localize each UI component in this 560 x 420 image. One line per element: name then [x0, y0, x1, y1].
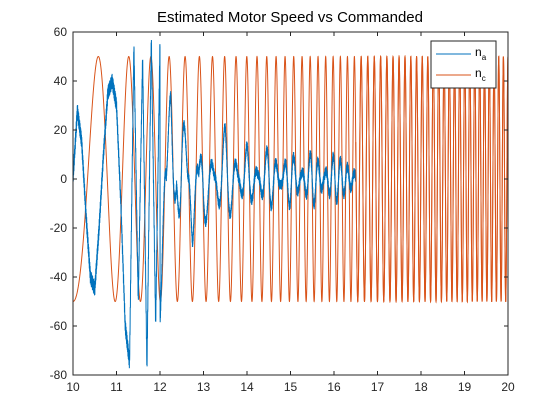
- legend-label-0: na: [475, 45, 487, 62]
- x-tick-label-3: 13: [197, 380, 211, 394]
- series-layer: [72, 39, 509, 369]
- legend: na nc: [430, 40, 497, 89]
- x-tick-label-0: 10: [66, 380, 80, 394]
- y-tick-label-1: -60: [50, 319, 68, 333]
- legend-label-1: nc: [475, 66, 486, 83]
- y-tick-label-0: -80: [50, 368, 68, 382]
- y-tick-label-5: 20: [54, 123, 68, 137]
- legend-sub-1: c: [482, 74, 486, 83]
- x-tick-label-8: 18: [414, 380, 428, 394]
- chart-title: Estimated Motor Speed vs Commanded: [157, 9, 423, 26]
- x-tick-label-4: 14: [240, 380, 254, 394]
- x-tick-label-2: 12: [153, 380, 167, 394]
- x-tick-label-5: 15: [284, 380, 298, 394]
- series-na-line: [72, 39, 357, 369]
- y-tick-label-4: 0: [60, 172, 67, 186]
- legend-sub-0: a: [482, 53, 487, 62]
- y-tick-label-6: 40: [54, 74, 68, 88]
- x-tick-label-10: 20: [501, 380, 515, 394]
- series-nc-line-tail: [355, 54, 509, 304]
- legend-box: [430, 40, 497, 89]
- x-tick-label-1: 11: [110, 380, 123, 394]
- y-tick-label-3: -20: [50, 221, 68, 235]
- x-tick-label-9: 19: [458, 380, 472, 394]
- x-tick-label-7: 17: [371, 380, 385, 394]
- x-tick-label-6: 16: [327, 380, 341, 394]
- ticks-layer: 10 11 12 13 14 15 16 17 18 19 20 -80 -60 -40 -20 0 20 40 6…: [50, 25, 515, 394]
- y-tick-label-2: -40: [50, 270, 68, 284]
- y-tick-label-7: 60: [54, 25, 68, 39]
